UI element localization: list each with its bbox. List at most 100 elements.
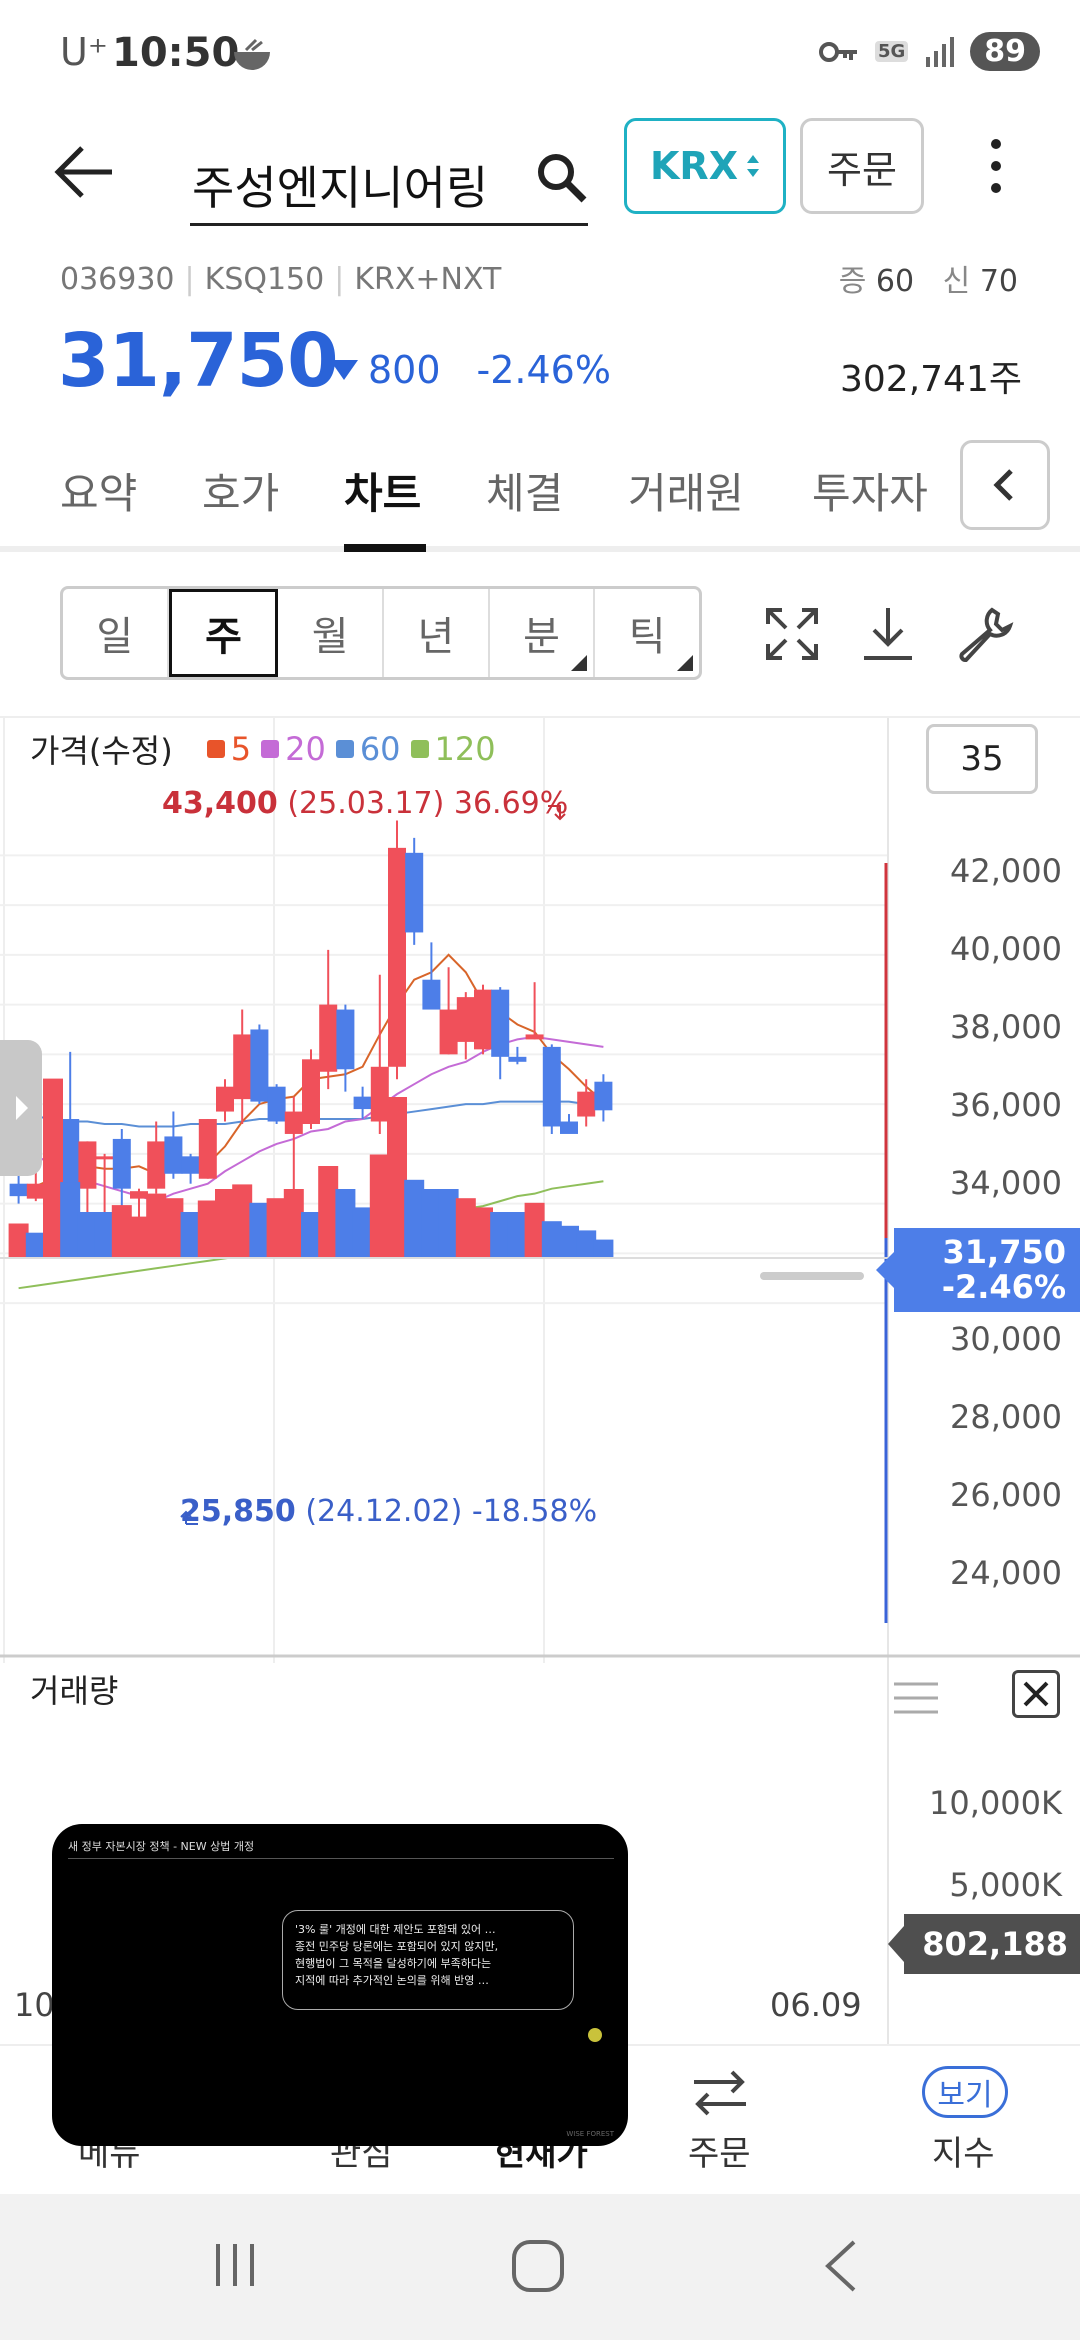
volume-bar [455, 1198, 476, 1258]
candle-body [542, 1046, 561, 1127]
volume-bar [301, 1212, 321, 1258]
margin-rates: 증 60 신 70 [838, 264, 1018, 299]
stock-search-field[interactable]: 주성엔지니어링 [190, 130, 588, 226]
volume-bar [197, 1200, 218, 1258]
chart-container[interactable] [0, 716, 1080, 2044]
order-button[interactable]: 주문 [800, 118, 924, 214]
search-icon[interactable] [536, 152, 588, 204]
volume-bar [163, 1198, 184, 1258]
nav-order[interactable]: 주문 [688, 2134, 751, 2174]
volume-bar [438, 1189, 459, 1258]
period-week[interactable]: 주 [168, 589, 279, 677]
video-indicator-dot [588, 2028, 602, 2042]
candle-body [216, 1086, 234, 1112]
candle-body [525, 1034, 544, 1040]
volume-bar [559, 1225, 579, 1258]
candle-body [577, 1091, 596, 1117]
candle-body [594, 1081, 613, 1111]
candle-body [474, 989, 492, 1050]
period-year[interactable]: 년 [384, 589, 490, 677]
candle-body [112, 1138, 131, 1189]
tab-investors[interactable]: 투자자 [812, 469, 928, 518]
tab-chart[interactable]: 차트 [344, 469, 422, 518]
candle-body [147, 1141, 166, 1189]
period-day[interactable]: 일 [63, 589, 169, 677]
y-tick: 42,000 [950, 852, 1062, 890]
candlestick-chart[interactable] [0, 718, 1080, 2044]
tab-trades[interactable]: 체결 [486, 469, 564, 518]
market-name: KRX+NXT [354, 262, 502, 297]
tab-collapse-button[interactable] [960, 440, 1050, 530]
y-tick: 28,000 [950, 1398, 1062, 1436]
candle-body [370, 1066, 389, 1122]
change-percent: -2.46% [476, 348, 611, 392]
view-badge[interactable]: 보기 [922, 2066, 1008, 2118]
back-nav-icon[interactable] [820, 2238, 860, 2294]
margin-rate-1: 60 [875, 264, 915, 299]
side-drawer-handle[interactable] [0, 1040, 42, 1176]
low-arrow-icon [180, 1510, 198, 1525]
menu-lines-icon[interactable] [892, 1680, 940, 1716]
back-arrow-icon[interactable] [52, 140, 116, 204]
recent-apps-icon[interactable] [210, 2240, 260, 2290]
legend-ma120: 120 [410, 730, 496, 768]
tab-summary[interactable]: 요약 [60, 469, 138, 518]
high-value: 43,400 [162, 786, 278, 821]
x-date-label: 06.09 [770, 1986, 862, 2024]
clock: 10:50 [112, 30, 240, 76]
price-change: 800 -2.46% [330, 348, 611, 392]
download-icon[interactable] [858, 604, 918, 664]
volume-bar [77, 1212, 98, 1258]
scroll-thumb [760, 1272, 864, 1280]
video-speech-bubble: '3% 룰' 개정에 대한 제안도 포함돼 있어 … 종전 민주당 당론에는 포… [282, 1910, 574, 2010]
tab-orderbook[interactable]: 호가 [202, 469, 280, 518]
play-arrow-icon [16, 1096, 28, 1120]
volume-bar [352, 1207, 373, 1258]
expand-icon[interactable] [762, 604, 822, 664]
legend-ma5: 5 [206, 730, 251, 768]
volume-bar [576, 1230, 597, 1258]
candle-body [405, 852, 424, 933]
y-tick: 30,000 [950, 1320, 1062, 1358]
candle-body [61, 1119, 80, 1184]
transfer-arrows-icon[interactable] [690, 2068, 750, 2118]
index-name: KSQ150 [204, 262, 325, 297]
down-triangle-icon [330, 360, 358, 380]
home-icon[interactable] [510, 2238, 566, 2294]
y-tick: 36,000 [950, 1086, 1062, 1124]
volume-bar [232, 1184, 253, 1258]
candle-body [491, 989, 510, 1057]
candle-body [181, 1156, 200, 1174]
vpn-key-icon [818, 41, 857, 62]
y-tick: 40,000 [950, 930, 1062, 968]
low-annotation: 25,850 (24.12.02) -18.58% [180, 1494, 597, 1529]
period-month[interactable]: 월 [278, 589, 385, 677]
stock-codes: 036930 | KSQ150 | KRX+NXT [60, 262, 502, 297]
candle-body [95, 1156, 114, 1160]
candle-body [560, 1121, 578, 1134]
wrench-icon[interactable] [954, 604, 1014, 664]
candle-count-input[interactable]: 35 [926, 724, 1038, 794]
candle-body [456, 997, 475, 1042]
exchange-select-button[interactable]: KRX [624, 118, 786, 214]
volume-bar [507, 1212, 528, 1258]
volume-bar [404, 1179, 425, 1258]
candle-body [164, 1136, 183, 1174]
more-vert-icon[interactable] [976, 134, 1016, 198]
volume-bar [421, 1189, 442, 1258]
nav-index[interactable]: 지수 [932, 2134, 995, 2174]
floating-video-player[interactable]: 새 정부 자본시장 정책 - NEW 상법 개정 '3% 룰' 개정에 대한 제… [52, 1824, 628, 2146]
volume-bar [25, 1232, 46, 1258]
tab-brokers[interactable]: 거래원 [628, 469, 744, 518]
period-tick[interactable]: 틱 [595, 589, 699, 677]
volume-bar [215, 1189, 235, 1258]
exchange-label: KRX [649, 144, 738, 188]
stock-code: 036930 [60, 262, 175, 297]
close-volume-button[interactable] [1012, 1670, 1060, 1718]
x-date-label: 10 [14, 1986, 55, 2024]
period-minute[interactable]: 분 [490, 589, 596, 677]
y-tick: 26,000 [950, 1476, 1062, 1514]
candle-body [267, 1086, 286, 1122]
volume-panel-label: 거래량 [30, 1672, 119, 1710]
stock-name: 주성엔지니어링 [192, 161, 489, 215]
